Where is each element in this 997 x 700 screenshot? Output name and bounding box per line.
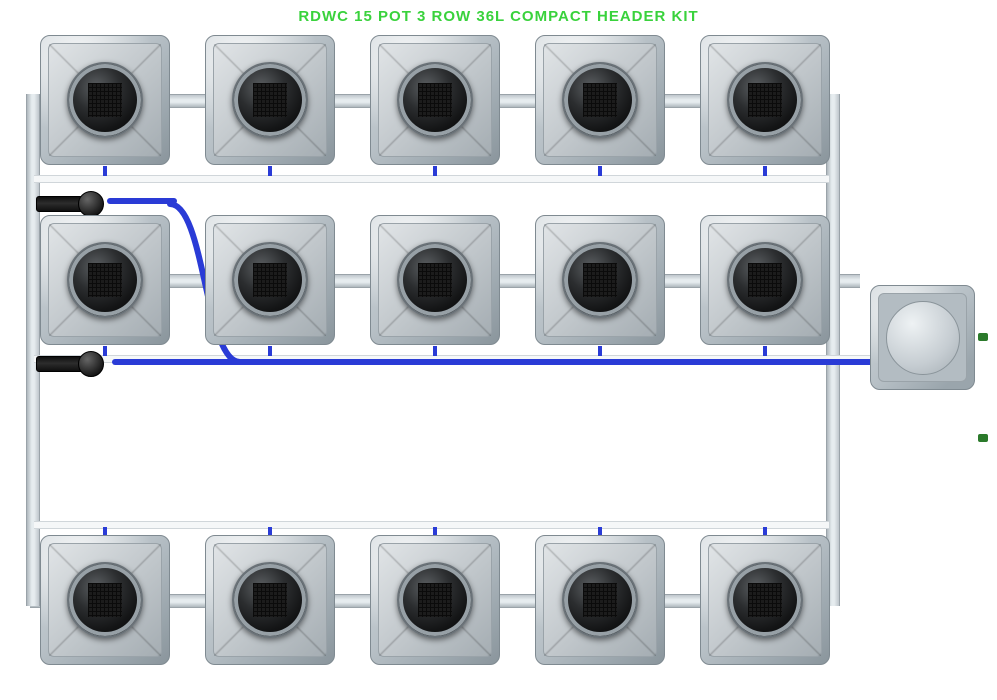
air-drop: [103, 166, 107, 176]
grow-pot: [700, 535, 830, 665]
grow-pot: [700, 35, 830, 165]
air-drop: [763, 166, 767, 176]
grow-pot: [370, 535, 500, 665]
outlet-nozzle: [978, 333, 988, 341]
grow-pot: [700, 215, 830, 345]
air-drop: [268, 346, 272, 356]
grow-pot: [40, 215, 170, 345]
grow-pot: [40, 535, 170, 665]
reservoir: [870, 285, 975, 390]
air-drop: [598, 346, 602, 356]
diagram-title: RDWC 15 POT 3 ROW 36L COMPACT HEADER KIT: [0, 8, 997, 25]
air-drop: [433, 346, 437, 356]
grow-pot: [205, 35, 335, 165]
air-drop: [103, 346, 107, 356]
grow-pot: [370, 215, 500, 345]
air-drop: [433, 166, 437, 176]
pump-fitting: [36, 352, 106, 374]
diagram-stage: RDWC 15 POT 3 ROW 36L COMPACT HEADER KIT: [0, 0, 997, 700]
air-drop: [268, 166, 272, 176]
grow-pot: [40, 35, 170, 165]
air-drop: [598, 166, 602, 176]
outlet-nozzle: [978, 434, 988, 442]
air-line: [34, 175, 829, 183]
grow-pot: [535, 535, 665, 665]
air-drop: [763, 346, 767, 356]
grow-pot: [370, 35, 500, 165]
grow-pot: [535, 215, 665, 345]
grow-pot: [205, 535, 335, 665]
pipe-vertical: [26, 94, 40, 606]
grow-pot: [535, 35, 665, 165]
air-line: [34, 355, 944, 363]
air-line: [34, 521, 829, 529]
pipe-vertical: [826, 94, 840, 606]
pump-fitting: [36, 192, 106, 214]
grow-pot: [205, 215, 335, 345]
